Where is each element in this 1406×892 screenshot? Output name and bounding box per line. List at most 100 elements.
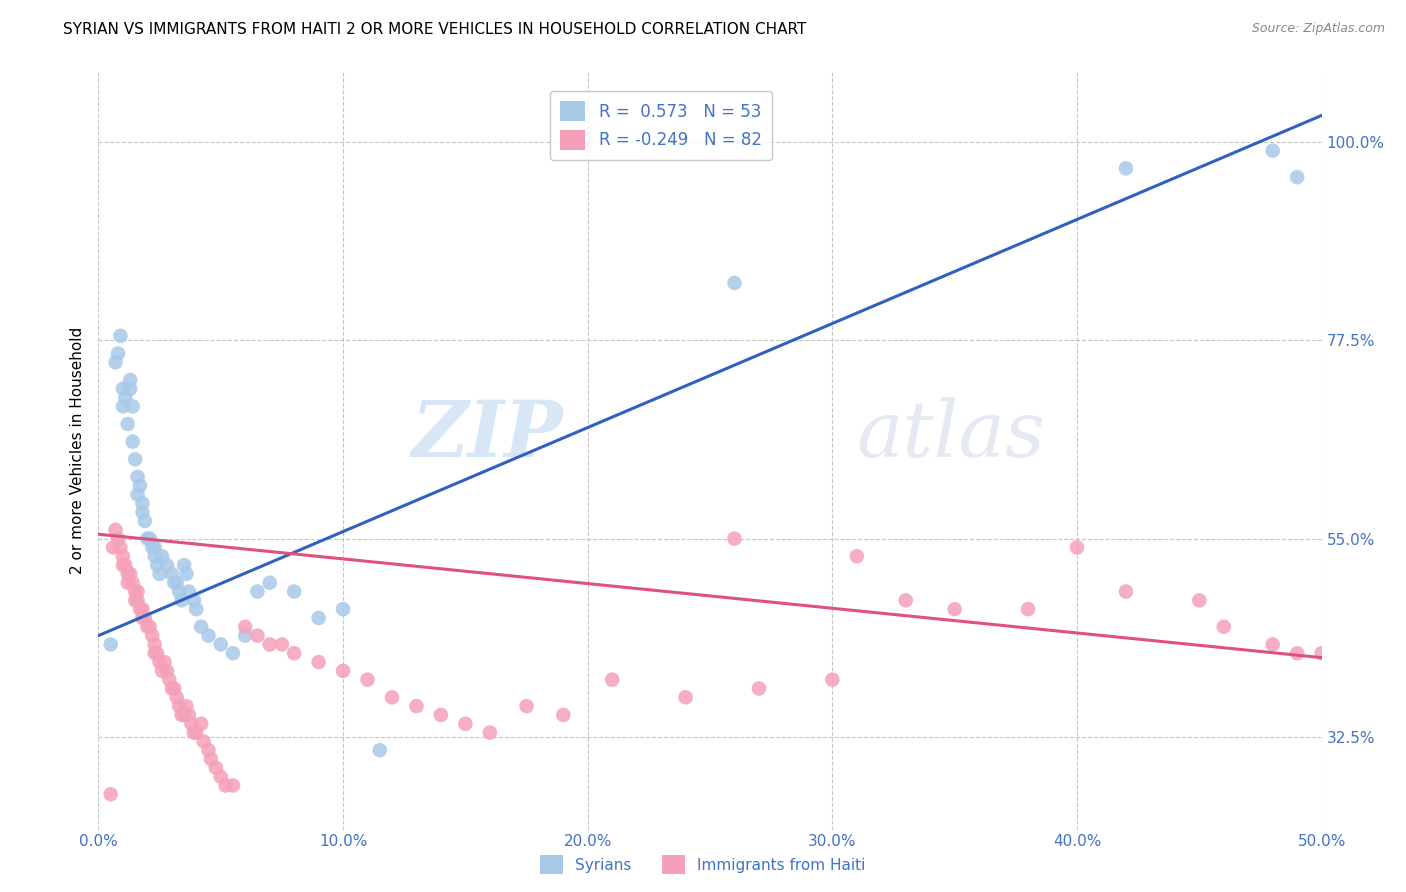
Point <box>1212 620 1234 634</box>
Point <box>153 655 176 669</box>
Point <box>1286 646 1309 660</box>
Point <box>368 743 391 757</box>
Point <box>205 761 228 775</box>
Point <box>120 373 142 387</box>
Point <box>124 593 146 607</box>
Point <box>308 611 330 625</box>
Point <box>101 541 124 555</box>
Point <box>553 708 575 723</box>
Point <box>190 716 212 731</box>
Point <box>356 673 378 687</box>
Point <box>149 655 172 669</box>
Point <box>1017 602 1039 616</box>
Point <box>111 558 134 572</box>
Point <box>214 779 236 793</box>
Point <box>104 523 127 537</box>
Point <box>131 611 153 625</box>
Point <box>107 346 129 360</box>
Point <box>121 400 143 414</box>
Point <box>120 566 142 581</box>
Point <box>478 725 501 739</box>
Text: Source: ZipAtlas.com: Source: ZipAtlas.com <box>1251 22 1385 36</box>
Point <box>405 699 427 714</box>
Point <box>110 329 132 343</box>
Point <box>111 400 134 414</box>
Point <box>1115 584 1137 599</box>
Point <box>146 646 169 660</box>
Point <box>1115 161 1137 176</box>
Point <box>167 584 190 599</box>
Point <box>139 620 162 634</box>
Point <box>143 549 166 564</box>
Text: SYRIAN VS IMMIGRANTS FROM HAITI 2 OR MORE VEHICLES IN HOUSEHOLD CORRELATION CHAR: SYRIAN VS IMMIGRANTS FROM HAITI 2 OR MOR… <box>63 22 807 37</box>
Point <box>246 629 269 643</box>
Y-axis label: 2 or more Vehicles in Household: 2 or more Vehicles in Household <box>69 326 84 574</box>
Point <box>141 629 163 643</box>
Point <box>124 452 146 467</box>
Point <box>104 355 127 369</box>
Point <box>134 611 156 625</box>
Point <box>246 584 269 599</box>
Point <box>283 584 305 599</box>
Point <box>156 664 179 678</box>
Point <box>143 637 166 651</box>
Point <box>117 417 139 431</box>
Point <box>177 708 200 723</box>
Point <box>233 620 256 634</box>
Point <box>156 558 179 572</box>
Point <box>146 558 169 572</box>
Point <box>107 532 129 546</box>
Point <box>259 575 281 590</box>
Point <box>723 532 745 546</box>
Text: ZIP: ZIP <box>412 397 564 474</box>
Point <box>141 541 163 555</box>
Point <box>180 716 202 731</box>
Point <box>124 584 146 599</box>
Point <box>1066 541 1088 555</box>
Point <box>100 637 122 651</box>
Point <box>723 276 745 290</box>
Point <box>515 699 537 714</box>
Point <box>173 558 195 572</box>
Point <box>114 391 136 405</box>
Point <box>943 602 966 616</box>
Point <box>176 699 198 714</box>
Point <box>186 725 208 739</box>
Point <box>150 664 173 678</box>
Point <box>183 725 205 739</box>
Point <box>143 646 166 660</box>
Point <box>283 646 305 660</box>
Point <box>136 532 159 546</box>
Point <box>131 505 153 519</box>
Point <box>110 541 132 555</box>
Point <box>454 716 477 731</box>
Point <box>193 734 215 748</box>
Point <box>121 575 143 590</box>
Point <box>167 699 190 714</box>
Point <box>209 637 232 651</box>
Point <box>233 629 256 643</box>
Point <box>100 787 122 801</box>
Point <box>170 593 193 607</box>
Point <box>166 575 188 590</box>
Point <box>160 566 183 581</box>
Point <box>127 470 149 484</box>
Point <box>1261 637 1284 651</box>
Text: atlas: atlas <box>856 397 1046 474</box>
Point <box>1188 593 1211 607</box>
Point <box>332 602 354 616</box>
Point <box>308 655 330 669</box>
Point <box>173 708 195 723</box>
Point <box>200 752 222 766</box>
Point <box>170 708 193 723</box>
Point <box>894 593 917 607</box>
Point <box>117 575 139 590</box>
Point <box>134 514 156 528</box>
Point <box>163 575 186 590</box>
Point <box>127 584 149 599</box>
Point <box>845 549 868 564</box>
Point <box>675 690 697 705</box>
Point <box>129 602 152 616</box>
Point <box>197 629 219 643</box>
Point <box>183 593 205 607</box>
